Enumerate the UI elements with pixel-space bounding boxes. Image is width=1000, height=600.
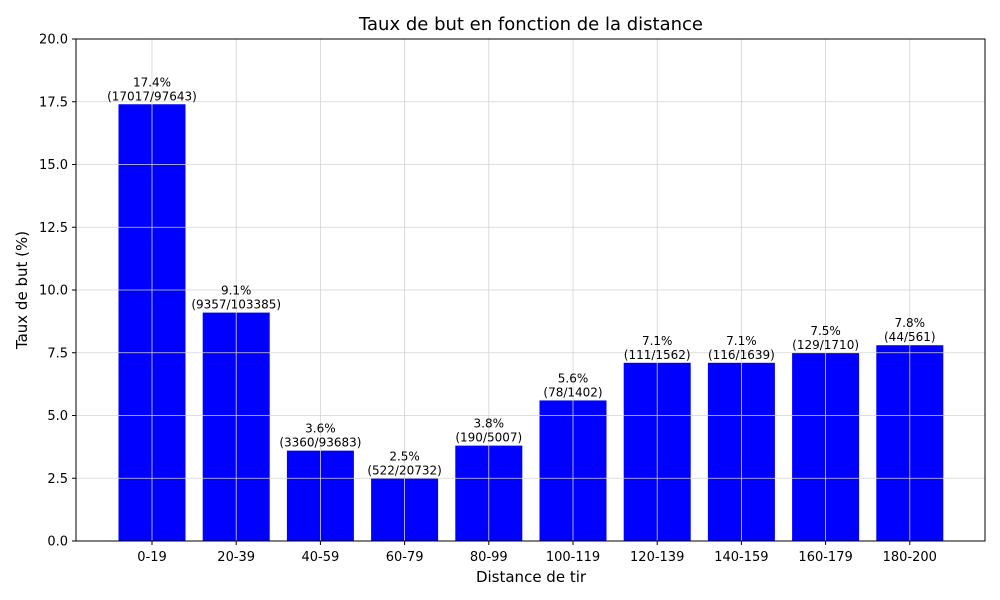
y-tick-label: 20.0 — [39, 33, 68, 48]
bar-value-label: 17.4% — [133, 75, 171, 89]
bar-value-label: 5.6% — [558, 371, 589, 385]
bar-value-label: 7.1% — [726, 334, 757, 348]
y-tick-label: 15.0 — [39, 158, 68, 173]
x-tick-label: 60-79 — [386, 550, 424, 565]
y-tick-label: 10.0 — [39, 284, 68, 299]
y-axis-label: Taux de but (%) — [13, 231, 31, 350]
x-tick-label: 80-99 — [470, 550, 508, 565]
bar-label-layer: 17.4%(17017/97643)9.1%(9357/103385)3.6%(… — [107, 75, 935, 477]
bar-count-label: (116/1639) — [708, 348, 775, 362]
bar-value-label: 2.5% — [389, 449, 420, 463]
x-axis: 0-19 20-39 40-59 60-79 80-99 100-119 120-139 14… — [137, 541, 937, 565]
bar-value-label: 3.8% — [474, 417, 505, 431]
bar-value-label: 7.1% — [642, 334, 673, 348]
bar-value-label: 9.1% — [221, 284, 252, 298]
y-tick-label: 5.0 — [47, 409, 68, 424]
bar-count-label: (190/5007) — [455, 431, 522, 445]
x-tick-label: 120-139 — [630, 550, 684, 565]
x-tick-label: 100-119 — [546, 550, 600, 565]
bar-count-label: (3360/93683) — [279, 436, 361, 450]
x-axis-label: Distance de tir — [476, 568, 587, 586]
bar-count-label: (78/1402) — [543, 385, 602, 399]
bar-layer — [118, 104, 944, 541]
bar-value-label: 3.6% — [305, 422, 336, 436]
bar-count-label: (44/561) — [884, 330, 936, 344]
x-tick-label: 20-39 — [217, 550, 255, 565]
y-axis: 0.0 2.5 5.0 7.5 10.0 12.5 15.0 17.5 20.0 — [39, 33, 76, 550]
y-tick-label: 2.5 — [47, 472, 68, 487]
bar-count-label: (129/1710) — [792, 338, 859, 352]
y-tick-label: 0.0 — [47, 535, 68, 550]
x-tick-label: 0-19 — [137, 550, 167, 565]
y-tick-label: 7.5 — [47, 346, 68, 361]
bar-count-label: (9357/103385) — [191, 298, 281, 312]
x-tick-label: 40-59 — [302, 550, 340, 565]
x-tick-label: 140-159 — [714, 550, 768, 565]
x-tick-label: 160-179 — [798, 550, 852, 565]
chart-title: Taux de but en fonction de la distance — [358, 14, 703, 35]
x-tick-label: 180-200 — [883, 550, 937, 565]
y-tick-label: 12.5 — [39, 221, 68, 236]
bar-count-label: (522/20732) — [367, 463, 441, 477]
y-tick-label: 17.5 — [39, 95, 68, 110]
bar-count-label: (17017/97643) — [107, 89, 197, 103]
bar-count-label: (111/1562) — [624, 348, 691, 362]
bar-value-label: 7.8% — [895, 316, 926, 330]
bar-value-label: 7.5% — [810, 324, 841, 338]
